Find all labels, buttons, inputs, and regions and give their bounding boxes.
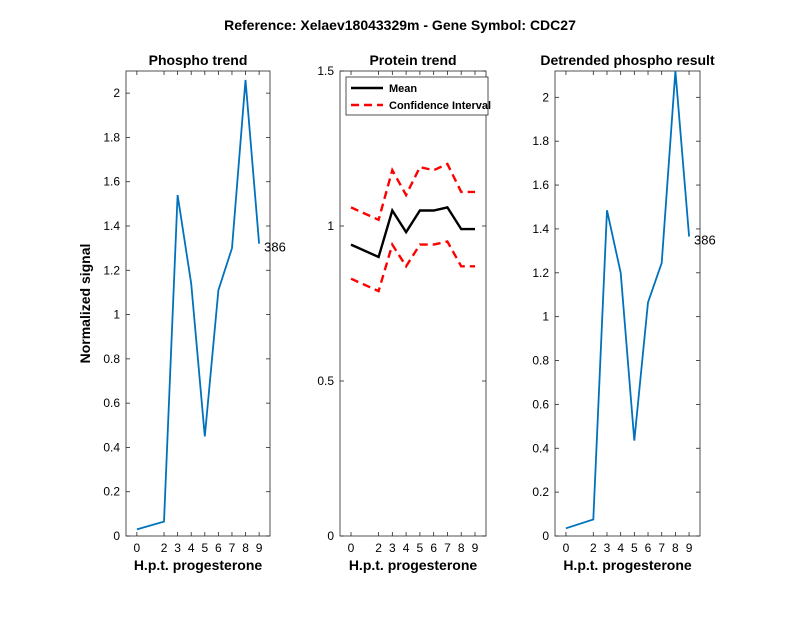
- y-tick-label: 1.6: [103, 175, 120, 189]
- detrended-phospho-axes-box: [554, 70, 701, 537]
- x-tick-label: 8: [242, 541, 249, 555]
- y-tick-label: 1.2: [532, 266, 549, 280]
- legend-entry-1: Confidence Interval: [389, 100, 491, 112]
- x-tick-label: 2: [590, 541, 597, 555]
- y-tick-label: 1.8: [532, 134, 549, 148]
- y-tick-label: 1: [542, 310, 549, 324]
- x-tick-label: 4: [617, 541, 624, 555]
- x-tick-label: 5: [417, 541, 424, 555]
- detrended-phospho-annotation: 386: [694, 233, 716, 248]
- protein-trend-panel: 0 0.5 1 1.5 0 2 3 4 5 6 7 8 9 Protein trend H.p.t. pro…: [317, 52, 491, 573]
- y-tick-label: 0: [327, 529, 334, 543]
- y-tick-label: 0: [542, 529, 549, 543]
- y-tick-label: 1.4: [532, 222, 549, 236]
- y-tick-label: 1.4: [103, 219, 120, 233]
- x-tick-label: 2: [161, 541, 168, 555]
- x-tick-label: 7: [658, 541, 665, 555]
- phospho-trend-axes-box: [125, 70, 271, 537]
- phospho-trend-panel: 00.20.40.60.811.21.41.61.820 2 3 4 5 6 7 8 9Phos…: [77, 52, 286, 573]
- x-tick-label: 3: [604, 541, 611, 555]
- y-tick-label: 0.8: [103, 352, 120, 366]
- y-tick-label: 0: [113, 529, 120, 543]
- phospho-trend-series-0-line: [136, 79, 260, 531]
- protein-trend-series-1-line: [350, 162, 475, 222]
- y-tick-label: 1.6: [532, 178, 549, 192]
- x-tick-label: 2: [375, 541, 382, 555]
- figure-suptitle: Reference: Xelaev18043329m - Gene Symbol…: [224, 17, 576, 33]
- x-tick-label: 6: [215, 541, 222, 555]
- x-tick-label: 5: [631, 541, 638, 555]
- y-tick-label: 0.5: [317, 374, 334, 388]
- phospho-trend-title: Phospho trend: [149, 52, 248, 68]
- y-tick-label: 1.2: [103, 263, 120, 277]
- x-tick-label: 6: [645, 541, 652, 555]
- x-tick-label: 8: [458, 541, 465, 555]
- phospho-trend-xlabel: H.p.t. progesterone: [134, 557, 263, 573]
- x-tick-label: 7: [444, 541, 451, 555]
- x-tick-label: 7: [229, 541, 236, 555]
- detrended-phospho-panel: 00.20.40.60.811.21.41.61.820 2 3 4 5 6 7 8 9Detr…: [532, 52, 715, 573]
- y-tick-label: 0.6: [532, 397, 549, 411]
- x-tick-label: 0: [134, 541, 141, 555]
- x-tick-label: 9: [256, 541, 263, 555]
- x-tick-label: 0: [348, 541, 355, 555]
- x-tick-label: 8: [672, 541, 679, 555]
- y-tick-label: 0.6: [103, 396, 120, 410]
- protein-trend-title: Protein trend: [369, 52, 456, 68]
- y-tick-label: 0.2: [103, 485, 120, 499]
- protein-trend-series-2-line: [350, 240, 475, 293]
- protein-trend-legend: [345, 76, 489, 116]
- x-tick-label: 9: [472, 541, 479, 555]
- detrended-phospho-series-0-line: [565, 70, 690, 530]
- y-tick-label: 1.5: [317, 64, 334, 78]
- y-tick-label: 1: [327, 219, 334, 233]
- y-tick-label: 2: [542, 90, 549, 104]
- protein-trend-axes-box: [339, 70, 487, 537]
- y-tick-label: 0.4: [532, 441, 549, 455]
- x-tick-label: 4: [403, 541, 410, 555]
- detrended-phospho-title: Detrended phospho result: [540, 52, 715, 68]
- x-tick-label: 4: [188, 541, 195, 555]
- y-tick-label: 1: [113, 308, 120, 322]
- x-tick-label: 9: [686, 541, 693, 555]
- x-tick-label: 3: [389, 541, 396, 555]
- y-tick-label: 1.8: [103, 130, 120, 144]
- y-tick-label: 0.8: [532, 354, 549, 368]
- protein-trend-xlabel: H.p.t. progesterone: [349, 557, 478, 573]
- protein-trend-series-0-line: [350, 206, 475, 259]
- y-tick-label: 0.4: [103, 440, 120, 454]
- detrended-phospho-xlabel: H.p.t. progesterone: [563, 557, 692, 573]
- y-tick-label: 2: [113, 86, 120, 100]
- phospho-trend-ylabel: Normalized signal: [77, 244, 93, 364]
- x-tick-label: 3: [174, 541, 181, 555]
- legend-entry-0: Mean: [389, 83, 417, 95]
- phospho-trend-annotation: 386: [264, 240, 286, 255]
- x-tick-label: 5: [201, 541, 208, 555]
- x-tick-label: 0: [563, 541, 570, 555]
- y-tick-label: 0.2: [532, 485, 549, 499]
- x-tick-label: 6: [430, 541, 437, 555]
